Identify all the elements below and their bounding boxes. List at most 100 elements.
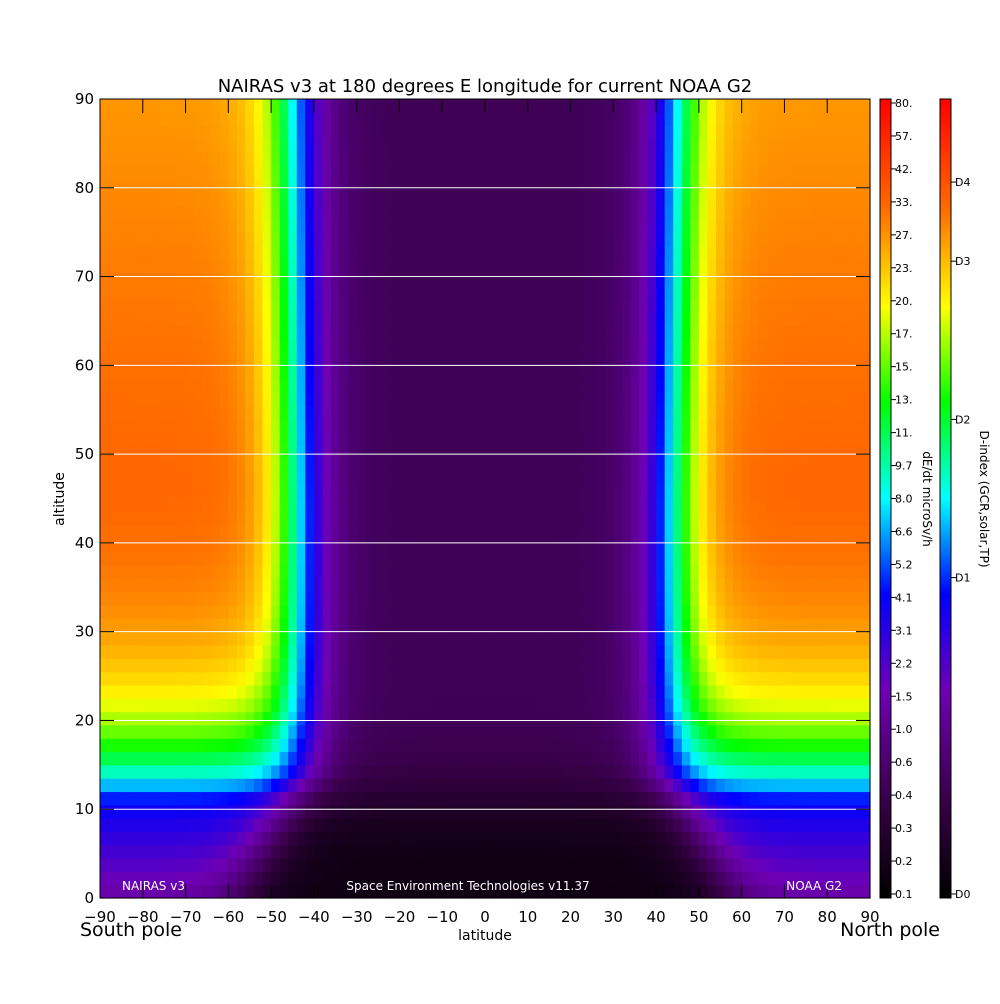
heatmap-cell (450, 565, 460, 579)
heatmap-cell (758, 698, 768, 713)
heatmap-cell (621, 192, 632, 207)
heatmap-cell (793, 605, 803, 619)
heatmap-cell (613, 804, 623, 819)
heatmap-cell (185, 218, 195, 233)
heatmap-cell (664, 218, 674, 233)
heatmap-cell (493, 538, 503, 553)
heatmap-cell (108, 378, 118, 393)
heatmap-cell (279, 831, 289, 846)
heatmap-cell (365, 431, 375, 446)
heatmap-cell (767, 511, 777, 526)
heatmap-cell (570, 684, 580, 699)
heatmap-cell (288, 258, 298, 273)
heatmap-cell (262, 298, 272, 313)
heatmap-cell (322, 698, 332, 713)
heatmap-cell (596, 471, 606, 486)
heatmap-cell (793, 99, 803, 113)
heatmap-cell (100, 192, 110, 207)
heatmap-cell (254, 445, 264, 460)
heatmap-cell (442, 791, 452, 806)
heatmap-cell (228, 871, 238, 886)
heatmap-cell (108, 391, 118, 406)
heatmap-cell (236, 99, 247, 113)
heatmap-cell (382, 112, 392, 127)
heatmap-cell (416, 525, 426, 540)
heatmap-cell (279, 791, 289, 806)
heatmap-cell (510, 591, 520, 606)
heatmap-cell (262, 99, 272, 113)
heatmap-cell (570, 591, 580, 606)
heatmap-cell (476, 458, 486, 473)
heatmap-cell (724, 152, 734, 167)
heatmap-cell (245, 511, 255, 526)
heatmap-cell (288, 471, 298, 486)
heatmap-cell (313, 844, 324, 859)
heatmap-cell (570, 285, 580, 300)
heatmap-cell (502, 365, 512, 380)
heatmap-cell (433, 192, 443, 207)
heatmap-cell (262, 285, 272, 300)
heatmap-cell (142, 511, 152, 526)
heatmap-cell (690, 844, 700, 859)
heatmap-cell (125, 738, 135, 753)
heatmap-cell (322, 658, 332, 673)
heatmap-cell (604, 418, 614, 433)
heatmap-cell (117, 445, 127, 460)
heatmap-cell (570, 778, 580, 793)
heatmap-cell (271, 138, 281, 153)
heatmap-cell (331, 405, 341, 420)
heatmap-cell (690, 178, 700, 193)
heatmap-cell (510, 232, 520, 247)
heatmap-cell (245, 245, 255, 260)
heatmap-cell (313, 125, 324, 140)
heatmap-cell (305, 724, 315, 739)
heatmap-cell (587, 245, 597, 260)
heatmap-cell (613, 391, 623, 406)
heatmap-cell (339, 138, 349, 153)
heatmap-cell (476, 605, 486, 619)
heatmap-cell (690, 352, 700, 366)
heatmap-cell (741, 831, 751, 846)
heatmap-cell (108, 818, 118, 833)
heatmap-cell (733, 778, 743, 793)
heatmap-cell (339, 698, 349, 713)
heatmap-cell (245, 258, 255, 273)
heatmap-cell (502, 232, 512, 247)
heatmap-cell (621, 99, 632, 113)
heatmap-cell (801, 218, 811, 233)
heatmap-cell (621, 671, 632, 686)
heatmap-cell (570, 804, 580, 819)
heatmap-cell (245, 631, 255, 646)
heatmap-cell (510, 112, 520, 127)
heatmap-cell (639, 538, 649, 553)
heatmap-cell (758, 112, 768, 127)
heatmap-cell (339, 525, 349, 540)
heatmap-cell (416, 285, 426, 300)
heatmap-cell (134, 778, 144, 793)
heatmap-cell (630, 778, 640, 793)
heatmap-cell (100, 844, 110, 859)
heatmap-cell (681, 764, 691, 779)
heatmap-cell (613, 152, 623, 167)
heatmap-cell (630, 112, 640, 127)
heatmap-cell (151, 138, 161, 153)
heatmap-cell (502, 152, 512, 167)
heatmap-cell (596, 538, 606, 553)
heatmap-cell (613, 511, 623, 526)
heatmap-cell (801, 405, 811, 420)
heatmap-cell (750, 218, 760, 233)
heatmap-cell (673, 352, 683, 366)
heatmap-cell (108, 538, 118, 553)
heatmap-cell (493, 485, 503, 500)
heatmap-cell (690, 312, 700, 326)
heatmap-cell (305, 431, 315, 446)
heatmap-cell (553, 298, 563, 313)
heatmap-cell (604, 698, 614, 713)
heatmap-cell (553, 778, 563, 793)
heatmap-cell (793, 138, 803, 153)
heatmap-cell (758, 218, 768, 233)
heatmap-cell (733, 352, 743, 366)
heatmap-cell (408, 764, 418, 779)
heatmap-cell (613, 405, 623, 420)
heatmap-cell (510, 325, 520, 340)
